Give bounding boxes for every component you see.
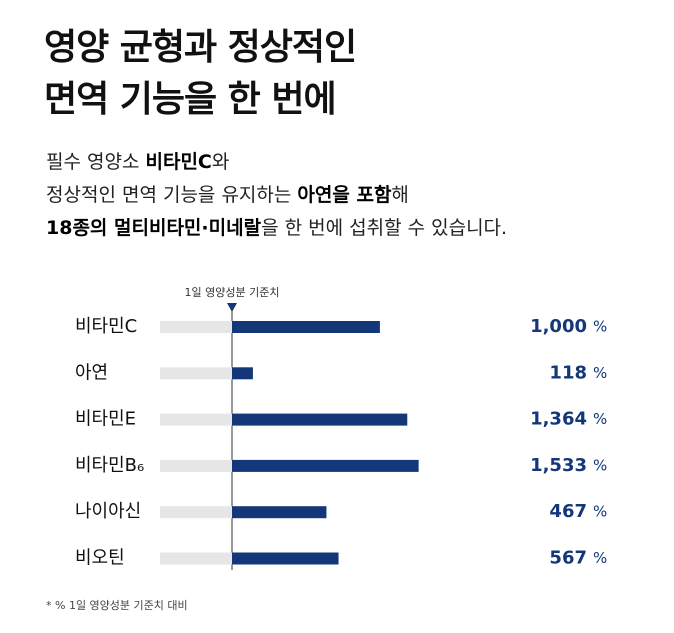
value-unit: % xyxy=(593,503,607,521)
headline-line: 면역 기능을 한 번에 xyxy=(44,79,337,120)
bar xyxy=(232,552,339,565)
description-line: 18종의 멀티비타민·미네랄을 한 번에 섭취할 수 있습니다. xyxy=(46,212,507,245)
value-label: 1,364 xyxy=(530,409,587,430)
reference-label: 1일 영양성분 기준치 xyxy=(185,285,280,299)
description-line: 정상적인 면역 기능을 유지하는 아연을 포함해 xyxy=(46,179,507,212)
headline-line: 영양 균형과 정상적인 xyxy=(44,27,357,68)
description-line: 필수 영양소 비타민C와 xyxy=(46,146,507,179)
value-label: 1,000 xyxy=(530,316,587,337)
reference-track xyxy=(160,413,232,426)
value-label: 1,533 xyxy=(530,455,587,476)
category-label: 아연 xyxy=(75,362,108,383)
category-label: 비타민B₆ xyxy=(75,455,144,476)
value-label: 118 xyxy=(549,362,587,383)
category-label: 나이아신 xyxy=(75,501,141,522)
reference-track xyxy=(160,552,232,565)
category-label: 비타민C xyxy=(75,316,137,337)
reference-track xyxy=(160,506,232,519)
bar xyxy=(232,321,380,333)
category-label: 비오틴 xyxy=(75,548,125,569)
reference-track xyxy=(160,367,232,380)
value-unit: % xyxy=(593,410,607,428)
bar xyxy=(232,506,327,519)
bar xyxy=(232,459,419,472)
description: 필수 영양소 비타민C와 정상적인 면역 기능을 유지하는 아연을 포함해 18종의… xyxy=(46,146,507,245)
bar xyxy=(232,367,253,380)
emphasis: 비타민C xyxy=(145,151,212,173)
value-unit: % xyxy=(593,364,607,382)
bar xyxy=(232,413,408,426)
value-label: 567 xyxy=(549,548,587,569)
value-unit: % xyxy=(593,456,607,474)
value-unit: % xyxy=(593,549,607,567)
footnote: * % 1일 영양성분 기준치 대비 xyxy=(46,598,188,612)
emphasis: 아연을 포함 xyxy=(297,184,392,206)
text: 정상적인 면역 기능을 유지하는 xyxy=(46,184,298,206)
value-unit: % xyxy=(593,318,607,336)
reference-track xyxy=(160,459,232,472)
text: 와 xyxy=(211,151,230,173)
text: 을 한 번에 섭취할 수 있습니다. xyxy=(261,217,508,239)
value-label: 467 xyxy=(549,501,587,522)
emphasis: 18종의 멀티비타민·미네랄 xyxy=(46,217,262,239)
reference-track xyxy=(160,321,232,333)
text: 해 xyxy=(391,184,409,206)
category-label: 비타민E xyxy=(75,409,136,430)
text: 필수 영양소 xyxy=(46,151,146,173)
